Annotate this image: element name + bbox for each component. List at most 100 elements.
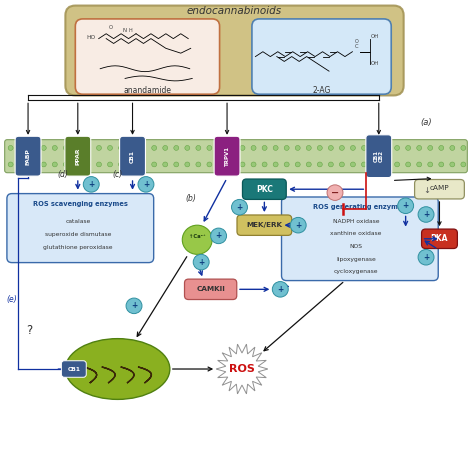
Text: PKA: PKA — [431, 234, 448, 243]
Polygon shape — [216, 344, 268, 394]
FancyBboxPatch shape — [62, 361, 86, 377]
Circle shape — [350, 162, 356, 167]
Text: ROS: ROS — [229, 364, 255, 374]
Circle shape — [328, 145, 333, 150]
Circle shape — [284, 145, 289, 150]
Circle shape — [439, 145, 444, 150]
Text: (e): (e) — [6, 295, 17, 304]
FancyBboxPatch shape — [415, 180, 465, 199]
Circle shape — [218, 145, 223, 150]
Circle shape — [373, 145, 377, 150]
Circle shape — [439, 162, 444, 167]
Text: CB1: CB1 — [67, 367, 80, 371]
Circle shape — [97, 145, 101, 150]
Text: +: + — [423, 210, 429, 219]
Circle shape — [373, 162, 377, 167]
Circle shape — [141, 162, 146, 167]
Circle shape — [97, 162, 101, 167]
Circle shape — [185, 145, 190, 150]
FancyBboxPatch shape — [243, 179, 286, 200]
Text: cAMP: cAMP — [429, 185, 449, 191]
Text: +: + — [295, 221, 301, 230]
Circle shape — [328, 162, 333, 167]
Circle shape — [317, 162, 322, 167]
Circle shape — [450, 162, 455, 167]
Circle shape — [295, 162, 300, 167]
Circle shape — [163, 162, 168, 167]
FancyBboxPatch shape — [65, 136, 91, 176]
Circle shape — [83, 176, 99, 192]
Circle shape — [295, 145, 300, 150]
Text: TRPV1: TRPV1 — [225, 146, 229, 166]
Text: xanthine oxidase: xanthine oxidase — [330, 232, 382, 237]
Circle shape — [129, 145, 135, 150]
Circle shape — [85, 162, 91, 167]
FancyBboxPatch shape — [119, 136, 146, 176]
FancyBboxPatch shape — [214, 136, 240, 176]
Text: ROS scavenging enzymes: ROS scavenging enzymes — [33, 201, 128, 207]
Text: +: + — [402, 201, 409, 210]
Circle shape — [406, 145, 410, 150]
Circle shape — [19, 145, 24, 150]
Text: NADPH oxidase: NADPH oxidase — [333, 219, 379, 224]
Circle shape — [30, 162, 35, 167]
Circle shape — [229, 145, 234, 150]
FancyBboxPatch shape — [366, 135, 392, 178]
FancyBboxPatch shape — [75, 19, 219, 94]
Circle shape — [30, 145, 35, 150]
Circle shape — [207, 145, 212, 150]
Text: +: + — [237, 203, 243, 212]
Text: +: + — [88, 180, 94, 189]
Text: −: − — [331, 188, 339, 198]
Circle shape — [240, 162, 245, 167]
Circle shape — [74, 162, 79, 167]
Circle shape — [395, 162, 400, 167]
Circle shape — [428, 145, 433, 150]
Circle shape — [8, 162, 13, 167]
Circle shape — [262, 162, 267, 167]
Text: (c): (c) — [112, 170, 123, 179]
Circle shape — [41, 162, 46, 167]
FancyBboxPatch shape — [184, 279, 237, 300]
Circle shape — [141, 145, 146, 150]
FancyBboxPatch shape — [237, 215, 292, 235]
Circle shape — [240, 145, 245, 150]
Text: CB1: CB1 — [130, 150, 135, 163]
Text: ↓: ↓ — [424, 186, 430, 195]
Circle shape — [108, 145, 112, 150]
Circle shape — [339, 162, 345, 167]
Circle shape — [395, 145, 400, 150]
Text: H: H — [128, 28, 132, 33]
FancyBboxPatch shape — [15, 136, 41, 176]
Circle shape — [185, 162, 190, 167]
Text: ?: ? — [27, 324, 33, 337]
Circle shape — [229, 162, 234, 167]
Circle shape — [163, 145, 168, 150]
Circle shape — [8, 145, 13, 150]
Circle shape — [108, 162, 112, 167]
Text: lipoxygenase: lipoxygenase — [336, 257, 376, 262]
Text: +: + — [198, 257, 204, 267]
Text: 2-AG: 2-AG — [312, 86, 331, 95]
FancyBboxPatch shape — [252, 19, 391, 94]
Text: (a): (a) — [420, 118, 432, 127]
Text: catalase: catalase — [65, 219, 91, 224]
Text: ↑Ca²⁺: ↑Ca²⁺ — [189, 234, 206, 239]
Text: (d): (d) — [57, 170, 68, 179]
Text: +: + — [423, 253, 429, 262]
FancyBboxPatch shape — [421, 229, 457, 249]
Text: OH: OH — [371, 34, 379, 38]
Circle shape — [64, 145, 68, 150]
Text: anandamide: anandamide — [123, 86, 172, 95]
Text: OH: OH — [371, 61, 379, 66]
Circle shape — [52, 162, 57, 167]
Text: glutathione peroxidase: glutathione peroxidase — [43, 245, 112, 250]
Text: endocannabinoids: endocannabinoids — [187, 6, 282, 16]
Circle shape — [64, 162, 68, 167]
Circle shape — [193, 254, 209, 270]
Circle shape — [327, 185, 343, 200]
Circle shape — [152, 162, 157, 167]
Text: O: O — [355, 39, 359, 44]
Text: FABP: FABP — [26, 148, 30, 164]
FancyBboxPatch shape — [5, 140, 467, 173]
